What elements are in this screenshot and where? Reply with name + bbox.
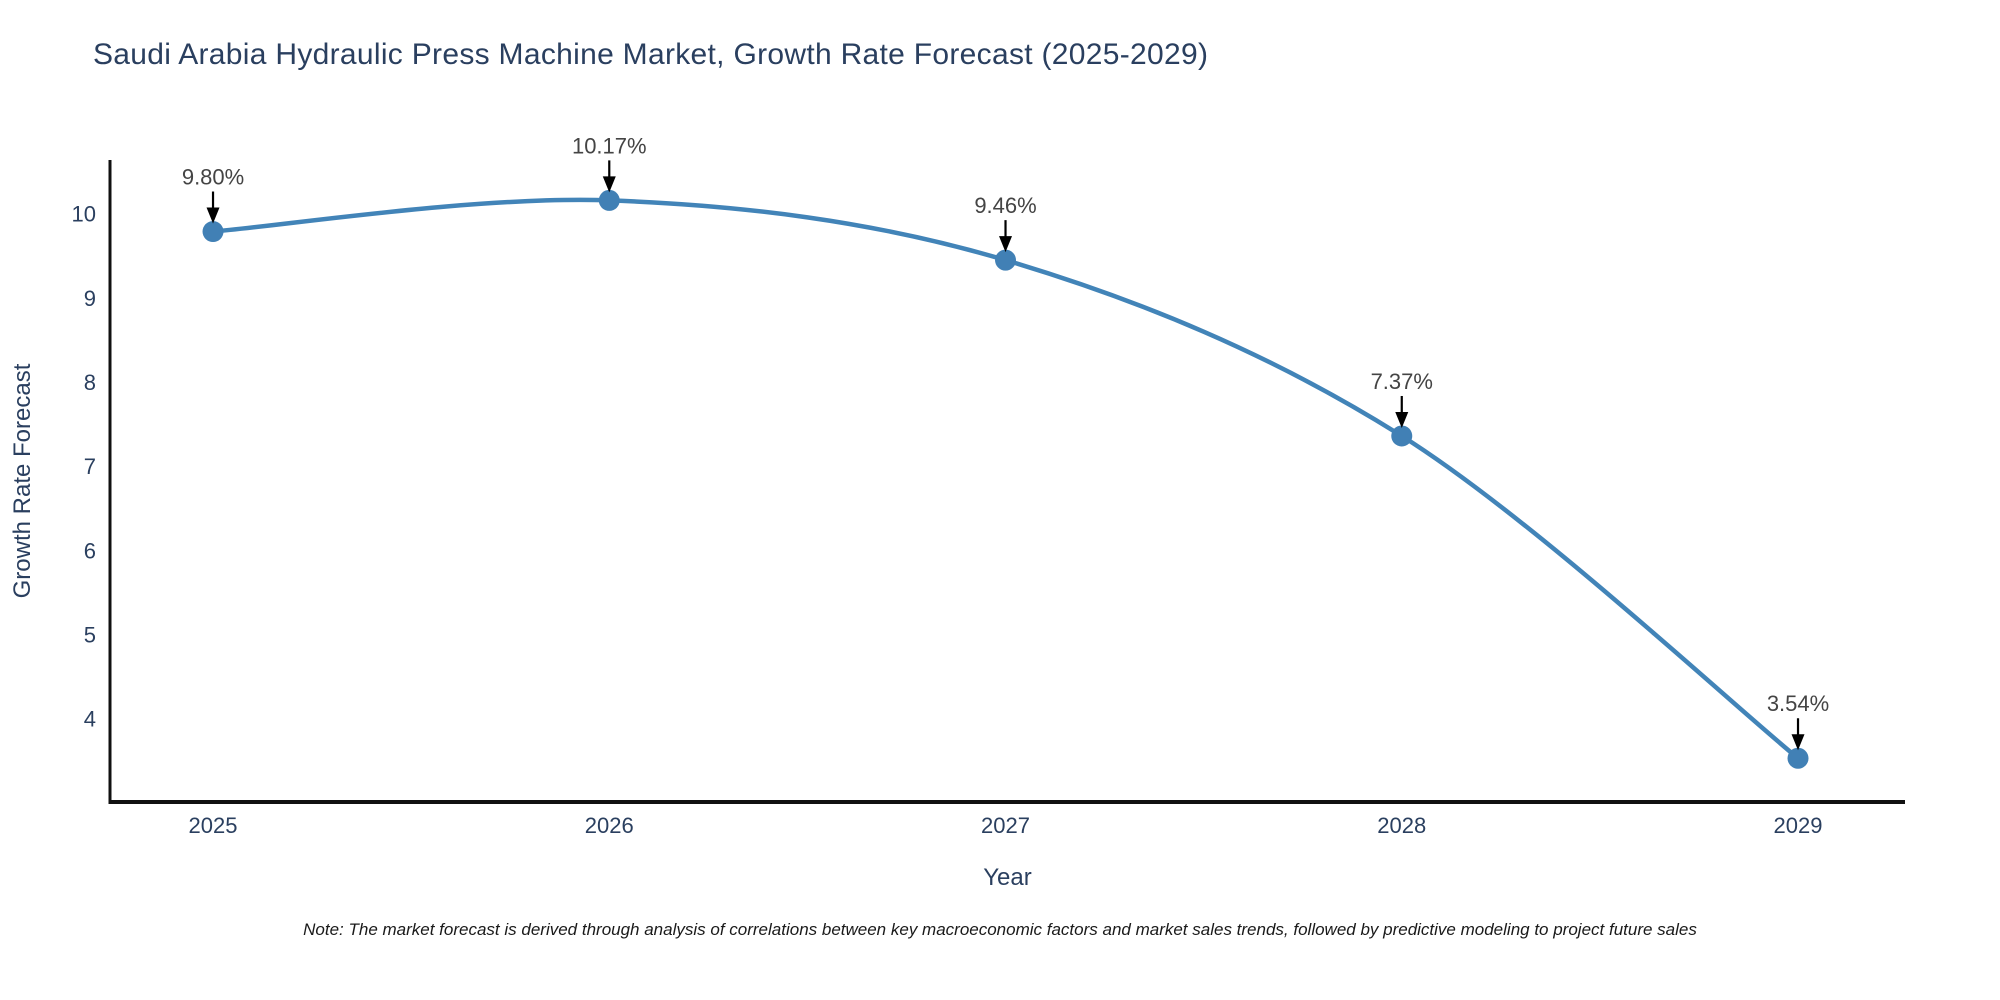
y-tick-label: 6 [84, 538, 96, 563]
x-axis-title: Year [983, 864, 1032, 891]
x-tick-label: 2026 [585, 813, 634, 838]
forecast-line [212, 197, 1800, 760]
x-tick-label: 2025 [189, 813, 238, 838]
data-point-marker [1787, 747, 1809, 769]
y-tick-label: 7 [84, 454, 96, 479]
x-tick-label: 2027 [981, 813, 1030, 838]
y-tick-label: 9 [84, 286, 96, 311]
x-tick-label: 2029 [1774, 813, 1823, 838]
annotation-arrowhead [1791, 734, 1805, 751]
annotation-arrowhead [1395, 411, 1409, 428]
chart-title: Saudi Arabia Hydraulic Press Machine Mar… [93, 38, 1209, 71]
x-tick-label: 2028 [1377, 813, 1426, 838]
y-tick-label: 10 [72, 202, 96, 227]
data-point-marker [995, 249, 1017, 271]
y-tick-label: 5 [84, 622, 96, 647]
data-point-marker [598, 189, 620, 211]
annotation-arrowhead [206, 207, 220, 224]
annotation-label: 9.46% [974, 193, 1036, 218]
y-axis-title: Growth Rate Forecast [9, 363, 36, 598]
data-point-marker [1391, 425, 1413, 447]
annotation-arrowhead [602, 176, 616, 193]
annotation-arrowhead [999, 236, 1013, 253]
annotation-label: 10.17% [572, 133, 647, 158]
footnote: Note: The market forecast is derived thr… [303, 920, 1697, 939]
annotation-label: 3.54% [1767, 691, 1829, 716]
annotation-label: 9.80% [182, 165, 244, 190]
y-tick-label: 4 [84, 707, 96, 732]
annotation-label: 7.37% [1371, 369, 1433, 394]
data-point-marker [202, 221, 224, 243]
y-tick-label: 8 [84, 370, 96, 395]
